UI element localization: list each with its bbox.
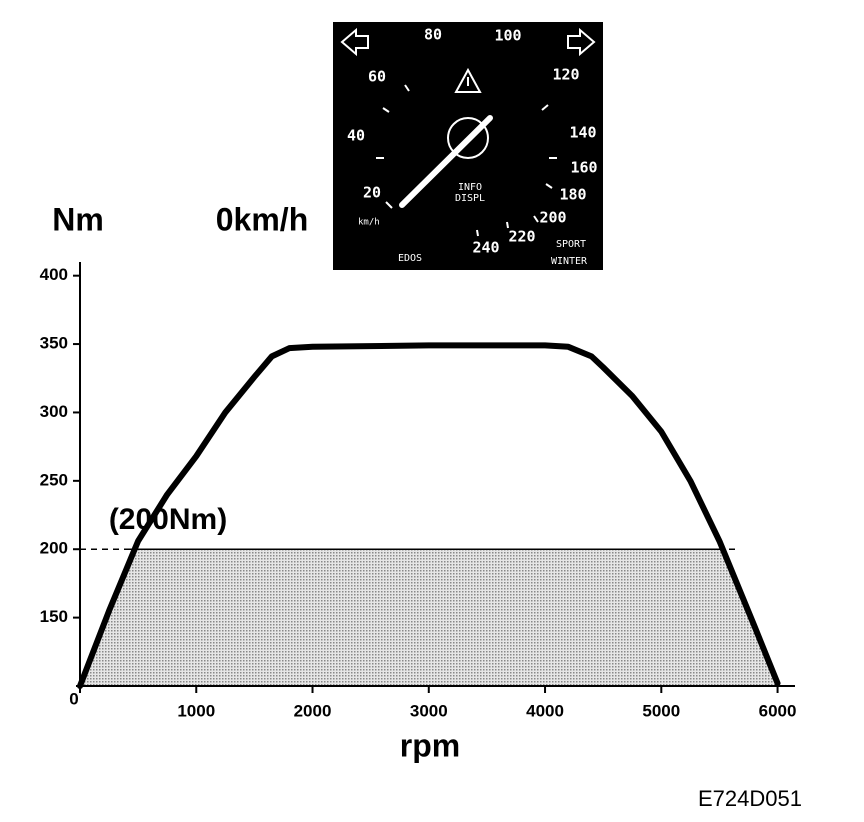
y-tick-label: 350 bbox=[40, 334, 68, 353]
gauge-label: 180 bbox=[559, 186, 586, 204]
gauge-tick bbox=[533, 215, 539, 223]
y-tick-label: 150 bbox=[40, 607, 68, 626]
y-tick-label: 300 bbox=[40, 402, 68, 421]
left-arrow bbox=[340, 27, 369, 57]
x-tick-label: 2000 bbox=[294, 701, 332, 720]
limit-area bbox=[80, 549, 778, 686]
gauge-tick bbox=[541, 104, 549, 111]
gauge-label: 120 bbox=[552, 66, 579, 84]
y-tick-label: 250 bbox=[40, 470, 68, 489]
gauge-label: 140 bbox=[569, 124, 596, 142]
x-tick-label: 3000 bbox=[410, 701, 448, 720]
x-tick-label: 6000 bbox=[759, 701, 797, 720]
gauge-mode: SPORT bbox=[556, 239, 586, 250]
gauge-label: 240 bbox=[472, 239, 499, 257]
gauge-label: 80 bbox=[424, 26, 442, 44]
gauge-tick bbox=[545, 183, 553, 189]
figure-id: E724D051 bbox=[698, 786, 802, 811]
gauge-label: 40 bbox=[347, 127, 365, 145]
x-tick-label: 5000 bbox=[642, 701, 680, 720]
gauge-label: 60 bbox=[368, 68, 386, 86]
limit-label: (200Nm) bbox=[109, 503, 227, 536]
gauge-label: 220 bbox=[508, 228, 535, 246]
gauge-info: DISPL bbox=[455, 193, 485, 204]
y-axis-label: Nm bbox=[52, 201, 104, 237]
gauge-tick bbox=[385, 201, 393, 209]
gauge-tick bbox=[382, 107, 390, 113]
gauge-mode: WINTER bbox=[551, 256, 588, 267]
y-tick-label: 400 bbox=[40, 265, 68, 284]
x-tick-label: 0 bbox=[69, 689, 78, 708]
gauge-odometer: EDOS bbox=[398, 253, 422, 264]
gauge-label: 160 bbox=[570, 159, 597, 177]
gauge-tick bbox=[506, 221, 509, 229]
torque-curve bbox=[77, 342, 781, 689]
x-tick-label: 4000 bbox=[526, 701, 564, 720]
speedometer: km/h INFO DISPL SPORT WINTER EDOS 20 40 60… bbox=[333, 22, 603, 270]
x-tick-label: 1000 bbox=[177, 701, 215, 720]
gauge-info: INFO bbox=[458, 182, 482, 193]
y-tick-label: 200 bbox=[40, 539, 68, 558]
annotation: 0km/h bbox=[216, 201, 308, 237]
x-axis-label: rpm bbox=[400, 727, 460, 763]
gauge-tick bbox=[404, 84, 410, 92]
gauge-panel bbox=[333, 22, 603, 270]
gauge-label: 200 bbox=[539, 209, 566, 227]
gauge-tick bbox=[476, 229, 479, 237]
warning-icon bbox=[454, 67, 482, 93]
gauge-label: 20 bbox=[363, 184, 381, 202]
gauge-label: 100 bbox=[494, 27, 521, 45]
gauge-unit: km/h bbox=[358, 218, 380, 228]
needle bbox=[399, 115, 493, 208]
right-arrow bbox=[567, 27, 596, 57]
needle-hub bbox=[447, 117, 489, 159]
